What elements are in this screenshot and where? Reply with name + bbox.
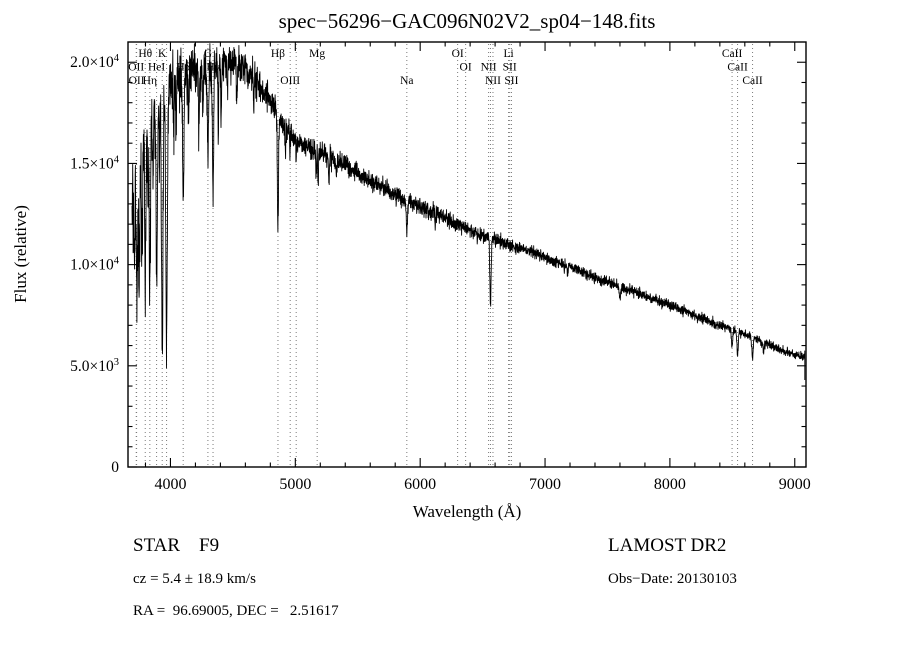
- ra-dec-text: RA = 96.69005, DEC = 2.51617: [133, 603, 339, 619]
- spectral-line-label: NII: [485, 75, 501, 87]
- spectral-line-label: Hη: [143, 75, 157, 87]
- spectral-line-label: Na: [400, 75, 413, 87]
- spectral-line-label: SII: [504, 75, 518, 87]
- x-axis-label: Wavelength (Å): [413, 502, 522, 521]
- x-tick-label: 5000: [279, 476, 311, 493]
- y-tick-label: 0: [111, 459, 119, 476]
- spectral-line-label: Hγ: [206, 62, 219, 74]
- spectral-line-label: Li: [503, 48, 513, 60]
- spectral-line-label: CaII: [742, 75, 763, 87]
- marker-lines-layer: [135, 44, 754, 466]
- object-class-text: STAR F9: [133, 535, 220, 556]
- survey-text: LAMOST DR2: [608, 535, 727, 556]
- spectral-line-label: K: [158, 48, 167, 60]
- y-tick-label: 1.5×104: [70, 154, 120, 172]
- x-tick-label: 6000: [404, 476, 436, 493]
- spectrum-chart: 4000 5000 6000 7000 8000 9000 0 5.0×103 1.0×104 1…: [11, 9, 811, 521]
- plot-frame: [127, 41, 807, 468]
- x-tick-label: 7000: [529, 476, 561, 493]
- x-tick-label: 4000: [154, 476, 186, 493]
- spectral-line-label: Mg: [309, 48, 325, 60]
- spectral-line-label: Hδ: [176, 62, 190, 74]
- spectral-line-label: OII: [129, 75, 145, 87]
- spectrum-line: [131, 43, 806, 380]
- chart-title: spec−56296−GAC096N02V2_sp04−148.fits: [279, 9, 656, 33]
- axes-layer: [127, 41, 807, 468]
- spectral-line-label: CaII: [727, 62, 748, 74]
- y-tick-label: 1.0×104: [70, 256, 120, 274]
- y-tick-label: 5.0×103: [70, 357, 119, 375]
- x-tick-label: 9000: [779, 476, 811, 493]
- spectral-line-label: OI: [452, 48, 464, 60]
- spectral-line-label: OIII: [280, 75, 300, 87]
- x-tick-label: 8000: [654, 476, 686, 493]
- spectral-line-label: HeI: [148, 62, 165, 74]
- spectral-line-label: SII: [503, 62, 517, 74]
- y-axis-label: Flux (relative): [11, 205, 30, 303]
- cz-text: cz = 5.4 ± 18.9 km/s: [133, 571, 256, 587]
- tick-labels-layer: 4000 5000 6000 7000 8000 9000 0 5.0×103 1.0×104 1…: [70, 53, 811, 493]
- spectral-line-label: OI: [460, 62, 472, 74]
- y-tick-label: 2.0×104: [70, 53, 120, 71]
- spectral-line-label: NII: [481, 62, 497, 74]
- spectral-line-label: OII: [128, 62, 144, 74]
- spectral-line-label: Hβ: [271, 48, 285, 60]
- spectral-line-label: CaII: [722, 48, 743, 60]
- obs-date-text: Obs−Date: 20130103: [608, 571, 737, 587]
- spectrum-layer: [131, 43, 806, 380]
- spectral-line-label: Hθ: [138, 48, 152, 60]
- spectral-line-label: G: [204, 48, 212, 60]
